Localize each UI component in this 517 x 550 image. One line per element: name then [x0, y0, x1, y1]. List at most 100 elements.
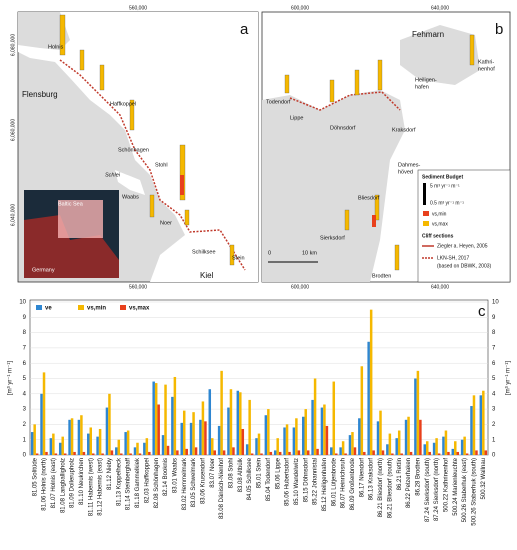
- bar: [89, 427, 93, 455]
- bar: [82, 451, 86, 455]
- x-tick-label: 85.10 Wandelwitz: [294, 458, 300, 505]
- bar: [311, 399, 314, 455]
- bar: [348, 435, 352, 455]
- place: Kiel: [200, 271, 214, 280]
- x-tick-label: 81.12 Habernis (east): [98, 458, 104, 516]
- bar: [320, 407, 324, 455]
- place: Schönhagen: [118, 147, 149, 153]
- bar: [341, 441, 345, 455]
- bar: [423, 444, 426, 455]
- bar: [120, 453, 123, 455]
- bar: [269, 451, 273, 455]
- bar: [442, 436, 445, 455]
- bar: [416, 370, 420, 455]
- bar: [185, 448, 188, 455]
- map-a: Baltic Sea Germany a 560,000 560,000 6,0…: [10, 5, 259, 290]
- bar: [87, 433, 90, 455]
- bar: [460, 439, 464, 455]
- bar: [316, 448, 319, 455]
- x-tick-label: 86.07 Heinrichsruh: [341, 458, 347, 508]
- bar: [40, 393, 43, 455]
- place: Sierksdorf: [320, 235, 345, 241]
- bar: [285, 424, 289, 455]
- bar: [61, 436, 64, 455]
- bar: [96, 436, 99, 455]
- bar: [161, 435, 165, 455]
- bar: [369, 309, 373, 455]
- place: Stein: [232, 255, 245, 261]
- x-tick-label: 85.04 Todendorf: [266, 458, 272, 502]
- bar: [419, 419, 422, 455]
- x-tick-label: 86.21 Bliesdorf (north): [378, 458, 384, 517]
- bar: [255, 438, 258, 455]
- y-axis-label: [m³ yr⁻¹ m⁻¹]: [8, 361, 14, 395]
- bar: [220, 370, 223, 455]
- bar: [138, 453, 142, 455]
- bar: [381, 450, 385, 455]
- schlei: [115, 170, 145, 195]
- x-tick-label: 500.22 Kathrinenhof: [444, 458, 450, 512]
- bar: [192, 412, 195, 455]
- bar: [376, 421, 380, 455]
- bar: [388, 433, 392, 455]
- place: Dahmes-: [398, 162, 420, 168]
- x-tick-label: 86.21 Rettin: [397, 458, 403, 490]
- bar: [379, 410, 382, 455]
- y-tick-label: 1: [492, 437, 496, 443]
- bar: [229, 389, 233, 455]
- bar: [148, 451, 151, 455]
- y-tick-label: 2: [492, 422, 496, 428]
- x-tick-label: 81.12 Nieby: [107, 458, 113, 490]
- bar: [101, 453, 104, 455]
- y-tick-label: 5: [492, 376, 496, 382]
- bar: [407, 416, 410, 455]
- bar: [397, 430, 401, 455]
- x-tick-label: 560,000: [129, 5, 147, 11]
- bar: [92, 453, 95, 455]
- bar: [260, 453, 263, 455]
- x-tick-label: 85.01 Stein: [257, 458, 263, 488]
- place: Heiligen-: [415, 77, 437, 83]
- x-tick-label: 640,000: [431, 5, 449, 11]
- bar: [330, 447, 333, 455]
- bar: [124, 432, 127, 455]
- bar: [182, 410, 186, 455]
- bar: [482, 390, 485, 455]
- bar: [325, 425, 329, 455]
- place: Schilksee: [192, 249, 216, 255]
- place: Fehmarn: [412, 30, 444, 39]
- legend-label: 5 m³ yr⁻¹ m⁻¹: [430, 183, 460, 189]
- bar: [335, 453, 338, 455]
- bar: [68, 419, 71, 455]
- x-tick-label: 83.06 Krusendorf: [200, 458, 206, 504]
- bar: [49, 438, 53, 455]
- x-tick-label: 560,000: [129, 284, 147, 290]
- bar: [33, 424, 36, 455]
- bar: [360, 366, 364, 455]
- y-tick-label: 9: [492, 315, 496, 321]
- place: Kraksdorf: [392, 127, 416, 133]
- bar: [295, 418, 298, 455]
- y-tick-label: 6,080,000: [10, 34, 16, 56]
- legend-label: vs,min: [432, 211, 447, 217]
- x-tick-label: 81.08 Langballigholz: [60, 458, 66, 513]
- x-tick-label: 85.15 Döhnsdorf: [303, 458, 309, 503]
- bar: [353, 447, 357, 455]
- bar: [166, 445, 170, 455]
- x-tick-label: 83.01 Waabs: [172, 458, 178, 493]
- bar: [313, 378, 317, 455]
- y-tick-label: 10: [492, 300, 499, 306]
- bar: [435, 438, 438, 455]
- legend-label: vs,min: [87, 306, 106, 312]
- bar: [304, 409, 307, 455]
- place: Schlei: [105, 172, 121, 178]
- bar: [54, 453, 58, 455]
- bar: [171, 396, 174, 455]
- map-bars: [59, 14, 235, 266]
- bar: [77, 419, 81, 455]
- bar: [164, 384, 167, 455]
- bar: [351, 432, 354, 455]
- map-b: b 600,000 640,000 600,000 640,000 Fehmar…: [261, 5, 511, 290]
- bar: [386, 444, 389, 455]
